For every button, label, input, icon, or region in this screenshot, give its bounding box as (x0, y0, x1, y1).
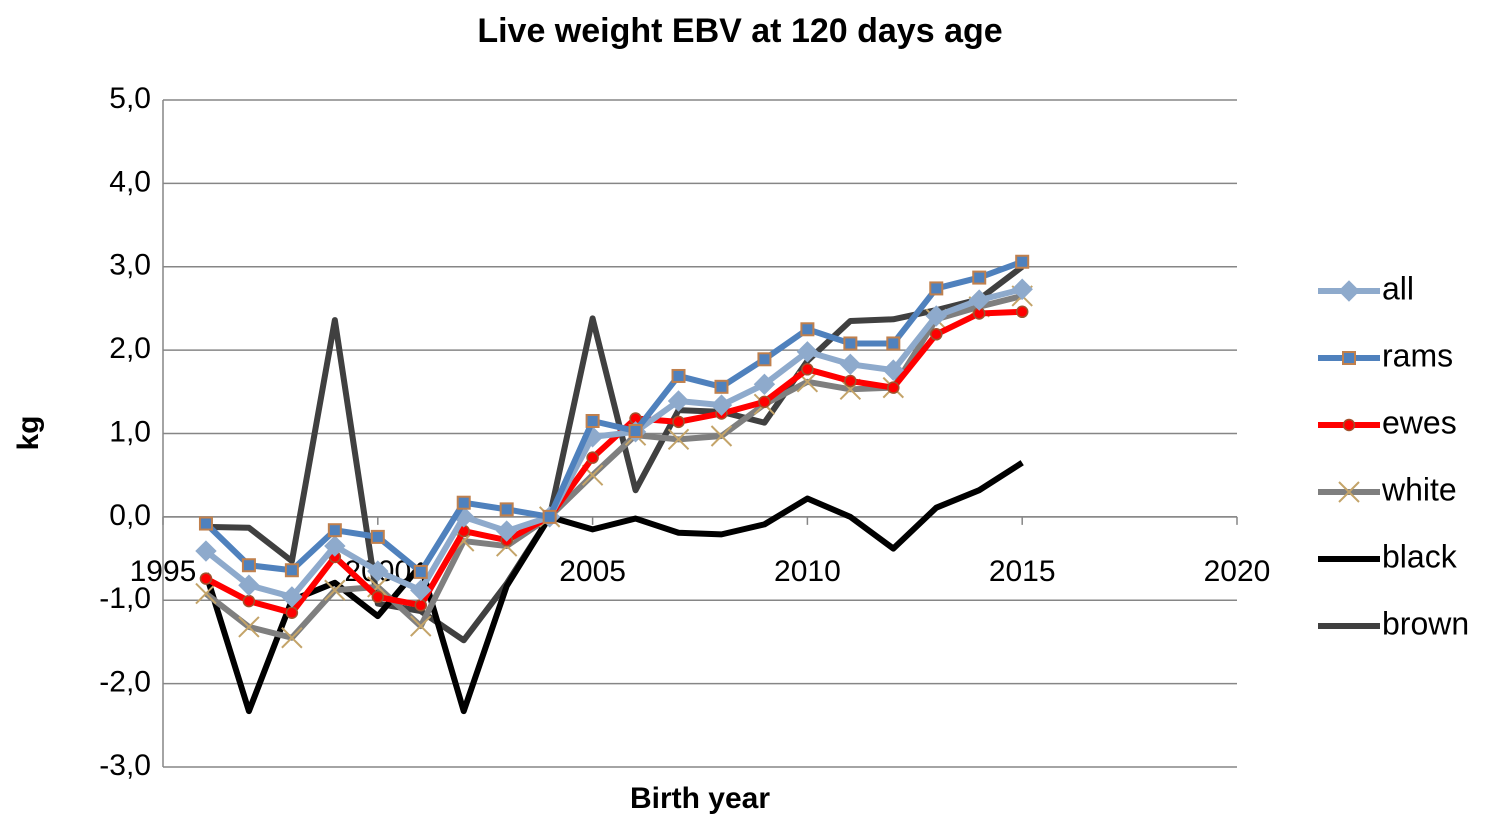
marker (410, 579, 432, 601)
marker (586, 451, 599, 464)
chart-title: Live weight EBV at 120 days age (477, 12, 1002, 50)
marker (327, 523, 342, 538)
marker (1338, 280, 1360, 302)
marker (757, 352, 772, 367)
marker (710, 394, 733, 416)
marker (238, 574, 260, 596)
marker (839, 353, 862, 376)
marker (796, 341, 819, 363)
marker (800, 322, 815, 337)
marker (628, 423, 643, 438)
y-tick-label: 2,0 (109, 332, 151, 365)
marker (758, 395, 771, 409)
marker (882, 359, 905, 381)
marker (887, 381, 900, 394)
series-line (203, 258, 1024, 575)
marker (929, 281, 944, 296)
marker (495, 520, 518, 542)
marker (370, 529, 385, 544)
marker (499, 502, 514, 517)
marker (930, 328, 943, 341)
marker (456, 495, 471, 510)
x-tick-label: 2015 (989, 555, 1056, 588)
marker (843, 336, 858, 351)
marker (195, 540, 217, 562)
marker (1338, 481, 1360, 503)
y-tick-label: -2,0 (99, 666, 151, 699)
marker (710, 425, 733, 447)
marker (238, 616, 260, 638)
legend-label: black (1382, 538, 1458, 574)
marker (801, 363, 814, 376)
marker (281, 586, 303, 608)
marker (324, 535, 346, 557)
series-line (205, 264, 1025, 644)
y-tick-label: 1,0 (109, 415, 151, 448)
y-tick-label: 5,0 (109, 82, 151, 115)
marker (714, 379, 729, 394)
x-tick-label: 2005 (559, 555, 626, 588)
legend-label: rams (1382, 337, 1453, 373)
x-tick-label: 1995 (130, 555, 197, 588)
legend-label: brown (1382, 605, 1469, 641)
marker (667, 428, 690, 451)
marker (410, 615, 432, 637)
marker (241, 558, 256, 573)
marker (968, 289, 990, 311)
marker (1011, 278, 1033, 300)
marker (281, 627, 303, 649)
marker (285, 606, 299, 620)
y-axis-label: kg (12, 415, 45, 450)
x-tick-label: 2020 (1204, 555, 1271, 588)
marker (371, 590, 385, 604)
marker (367, 560, 389, 582)
marker (886, 336, 901, 351)
legend-label: all (1382, 270, 1414, 306)
marker (844, 374, 857, 388)
marker (199, 572, 213, 585)
y-tick-label: -1,0 (99, 582, 151, 615)
marker (667, 390, 690, 412)
marker (195, 582, 217, 605)
y-tick-label: 4,0 (109, 165, 151, 198)
marker (414, 599, 428, 612)
marker (1015, 305, 1029, 319)
marker (671, 368, 686, 383)
legend-label: white (1381, 471, 1457, 507)
y-tick-label: -3,0 (99, 749, 151, 782)
legend-label: ewes (1382, 404, 1457, 440)
marker (753, 373, 776, 396)
x-axis-label: Birth year (630, 782, 770, 815)
marker (1015, 254, 1030, 269)
marker (1342, 351, 1356, 365)
marker (198, 516, 213, 531)
marker (542, 509, 557, 524)
marker (585, 413, 600, 428)
marker (413, 564, 428, 579)
marker (1342, 418, 1356, 432)
marker (242, 594, 256, 608)
series-line (204, 308, 1023, 616)
marker (324, 579, 346, 601)
y-tick-label: 0,0 (109, 499, 151, 532)
marker (284, 563, 299, 578)
x-tick-label: 2010 (774, 555, 841, 588)
y-tick-label: 3,0 (109, 249, 151, 282)
marker (972, 270, 987, 285)
marker (672, 415, 685, 429)
marker (925, 305, 947, 327)
